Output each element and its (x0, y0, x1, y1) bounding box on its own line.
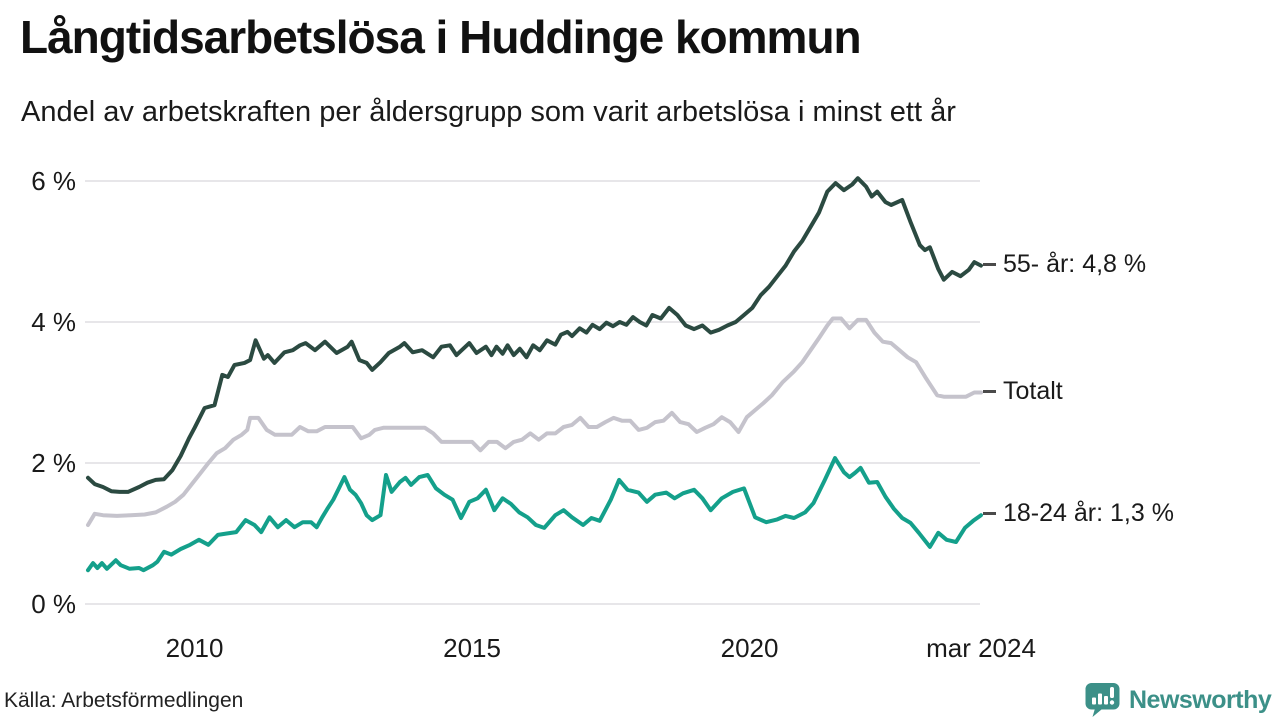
label-tick-dash (983, 262, 996, 266)
series-label-totalt: Totalt (983, 377, 1063, 406)
x-axis-tick-label: 2020 (721, 633, 779, 663)
source-note: Källa: Arbetsförmedlingen (4, 689, 244, 712)
y-axis-tick-label: 0 % (31, 589, 76, 619)
brand-name: Newsworthy (1129, 685, 1272, 714)
page-subtitle: Andel av arbetskraften per åldersgrupp s… (21, 96, 956, 128)
label-tick-dash (983, 389, 996, 393)
page-title: Långtidsarbetslösa i Huddinge kommun (20, 11, 862, 63)
y-axis-tick-label: 4 % (31, 307, 76, 337)
y-axis-tick-label: 2 % (31, 448, 76, 478)
series-label-55-ar: 55- år: 4,8 % (983, 250, 1146, 279)
label-tick-dash (983, 512, 996, 516)
series-line-2 (86, 176, 983, 494)
newsworthy-logo-icon (1085, 683, 1120, 717)
series-line-1 (86, 456, 983, 573)
series-label-text: 55- år: 4,8 % (1003, 249, 1147, 278)
series-label-text: 18-24 år: 1,3 % (1003, 499, 1174, 528)
x-axis-tick-label: mar 2024 (926, 633, 1036, 663)
x-axis-tick-label: 2015 (443, 633, 501, 663)
y-axis-tick-label: 6 % (31, 166, 76, 196)
series-line-0 (86, 316, 983, 527)
x-axis-tick-label: 2010 (166, 633, 224, 663)
brand-badge: Newsworthy (1084, 682, 1272, 718)
series-label-text: Totalt (1003, 376, 1063, 405)
series-label-18-24-ar: 18-24 år: 1,3 % (983, 499, 1174, 528)
